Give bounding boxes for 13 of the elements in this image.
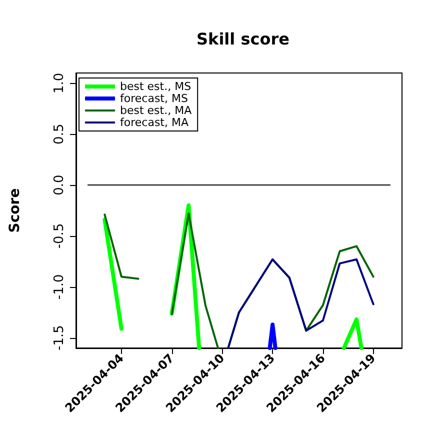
y-tick-label: 1.0 bbox=[52, 72, 67, 94]
legend-label: forecast, MS bbox=[120, 92, 188, 105]
legend-label: best est., MS bbox=[120, 80, 192, 93]
y-axis-title: Score bbox=[7, 188, 23, 233]
y-tick-label: -1.0 bbox=[52, 274, 67, 300]
legend-label: forecast, MA bbox=[120, 116, 189, 129]
y-tick-label: -0.5 bbox=[52, 223, 67, 249]
line-series bbox=[227, 258, 374, 349]
chart-title: Skill score bbox=[196, 30, 290, 48]
y-tick-label: 0.5 bbox=[52, 124, 67, 144]
legend-label: best est., MA bbox=[120, 104, 192, 117]
y-tick-label: 0.0 bbox=[52, 174, 67, 196]
y-tick-label: -1.5 bbox=[52, 325, 67, 350]
